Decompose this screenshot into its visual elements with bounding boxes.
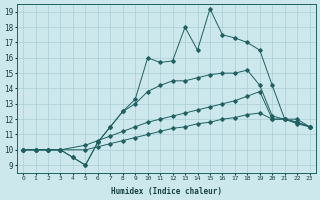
X-axis label: Humidex (Indice chaleur): Humidex (Indice chaleur) <box>111 187 222 196</box>
